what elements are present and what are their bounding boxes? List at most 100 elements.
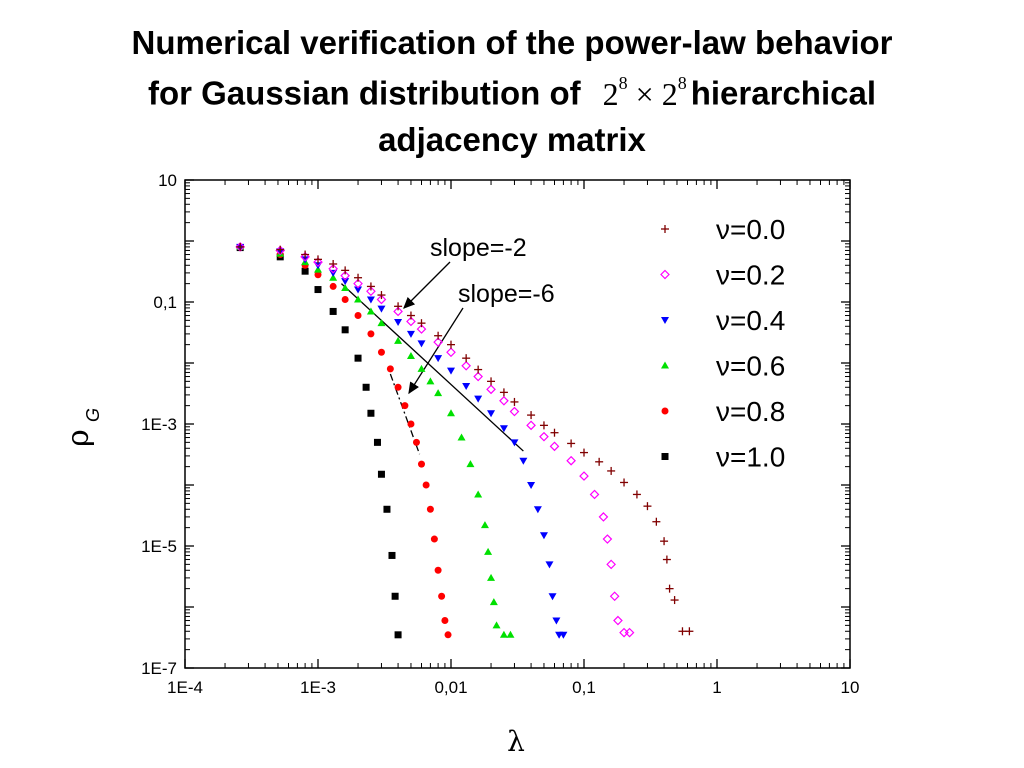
data-point <box>446 347 456 358</box>
legend-label-1: ν=0.2 <box>716 260 785 291</box>
title-line-2-after: hierarchical <box>690 74 876 112</box>
series-0 <box>236 242 694 636</box>
reference-lines: slope=-2 slope=-6 <box>340 234 555 455</box>
data-point <box>329 259 338 268</box>
data-point <box>383 505 391 513</box>
data-point <box>665 584 674 593</box>
data-point <box>662 555 671 564</box>
axes: 1E-4 1E-3 0,01 0,1 1 10 10 0,1 1E-3 1E-5 1E-7 λ ρG <box>61 171 859 758</box>
data-point <box>376 294 387 305</box>
data-point <box>486 384 496 395</box>
legend-label-4: ν=0.8 <box>716 396 785 427</box>
data-point <box>329 282 337 290</box>
data-point <box>567 439 576 448</box>
data-point <box>417 364 426 372</box>
data-point <box>473 371 483 382</box>
data-point <box>660 537 669 546</box>
data-point <box>434 389 443 397</box>
data-point <box>406 330 415 338</box>
data-point <box>487 377 496 386</box>
y-axis-label-subscript: G <box>83 408 103 422</box>
data-point <box>367 409 375 417</box>
data-point <box>527 482 536 489</box>
data-point <box>341 278 350 286</box>
data-point <box>407 420 415 428</box>
data-point <box>434 355 443 363</box>
data-point <box>632 490 641 499</box>
data-point <box>417 319 426 328</box>
legend-marker-5 <box>661 453 669 460</box>
data-point <box>394 631 402 639</box>
data-point <box>539 421 548 430</box>
y-tick-label: 0,1 <box>153 293 177 312</box>
data-point <box>426 377 435 385</box>
data-point <box>509 406 520 417</box>
data-point <box>301 267 309 275</box>
data-point <box>548 593 557 601</box>
data-point <box>474 490 483 498</box>
data-point <box>412 438 420 446</box>
data-point <box>406 352 415 360</box>
data-point <box>426 505 434 513</box>
data-point <box>314 255 322 264</box>
math-base-1: 2 <box>602 75 619 112</box>
x-axis-label: λ <box>507 725 525 758</box>
data-point <box>487 573 496 581</box>
y-tick-label: 1E-7 <box>141 659 177 678</box>
data-point <box>329 273 338 281</box>
data-point <box>401 402 409 410</box>
legend-marker-3 <box>661 361 669 369</box>
x-tick-label: 1E-3 <box>300 678 336 697</box>
data-point <box>510 439 519 447</box>
reference-line-0 <box>340 283 524 452</box>
title-math: 28 × 28 <box>602 73 687 112</box>
data-point <box>589 489 600 500</box>
x-tick-label: 0,1 <box>572 678 596 697</box>
data-point <box>394 383 402 391</box>
data-point <box>394 336 403 344</box>
data-point <box>550 428 559 437</box>
x-tick-label: 10 <box>841 678 860 697</box>
data-point <box>354 273 363 282</box>
legend-label-3: ν=0.6 <box>716 351 785 382</box>
math-exp-2: 8 <box>677 73 687 93</box>
series-4 <box>236 243 452 639</box>
data-point <box>620 478 629 487</box>
x-tick-label: 0,01 <box>434 678 467 697</box>
data-point <box>609 591 620 602</box>
data-point <box>447 340 455 349</box>
data-point <box>462 382 471 390</box>
data-point <box>484 547 493 555</box>
data-point <box>434 566 442 574</box>
legend-label-0: ν=0.0 <box>716 214 785 245</box>
annotation-label-1: slope=-6 <box>458 280 555 308</box>
data-point <box>434 331 443 340</box>
data-point <box>457 433 466 441</box>
legend-marker-1 <box>660 269 670 280</box>
data-point <box>276 245 285 254</box>
data-point <box>499 425 508 433</box>
data-point <box>377 319 386 327</box>
data-point <box>341 326 349 334</box>
legend-label-2: ν=0.4 <box>716 305 785 336</box>
data-point <box>607 466 616 475</box>
data-point <box>474 395 483 403</box>
data-point <box>406 316 416 327</box>
data-point <box>377 348 385 356</box>
data-point <box>377 470 385 478</box>
data-point <box>354 295 363 303</box>
data-point <box>354 286 363 294</box>
annotation-arrow-1 <box>408 307 464 395</box>
data-point <box>444 631 452 639</box>
x-tick-label: 1 <box>712 678 721 697</box>
data-point <box>340 270 350 281</box>
data-point <box>422 481 430 489</box>
data-point <box>499 395 509 406</box>
data-point <box>487 410 496 418</box>
annotation-label-0: slope=-2 <box>430 234 527 262</box>
math-base-2: 2 <box>661 75 678 112</box>
data-point <box>341 295 349 303</box>
data-point <box>670 596 679 605</box>
data-point <box>328 263 339 274</box>
series-5 <box>236 244 402 639</box>
